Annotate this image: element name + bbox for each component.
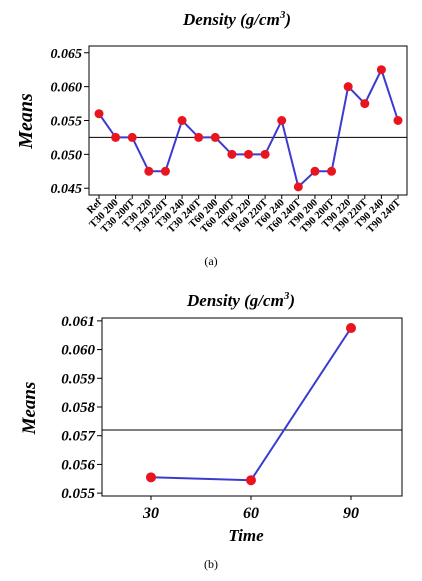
chart-b-y-axis-label: Means (19, 382, 40, 436)
data-point (346, 323, 356, 334)
data-point (343, 82, 353, 92)
data-point (393, 116, 403, 125)
chart-b: Density (g/cm3) Means Time 0.055 0.056 0.0… (19, 290, 403, 571)
data-point (360, 99, 370, 109)
x-tick-label: 60 (243, 505, 259, 522)
data-point (310, 166, 320, 176)
y-tick-label: 0.065 (51, 47, 83, 62)
chart-a: Density (g/cm3) Means 0.045 0.050 0.055 0.0… (15, 9, 408, 268)
chart-b-title: Density (g/cm3) (186, 290, 295, 310)
y-tick-label: 0.061 (61, 314, 95, 330)
x-tick-label: 30 (142, 505, 159, 522)
chart-a-y-axis-label: Means (15, 93, 37, 150)
y-tick-label: 0.050 (51, 148, 83, 163)
y-tick-label: 0.058 (61, 400, 95, 416)
data-point (94, 109, 104, 119)
data-point (277, 116, 287, 125)
series-line (150, 327, 352, 482)
data-point (210, 132, 220, 142)
data-point (146, 472, 156, 483)
chart-a-title: Density (g/cm3) (182, 9, 291, 29)
y-tick-label: 0.056 (61, 457, 95, 473)
data-point (177, 116, 187, 125)
series-line (98, 67, 399, 189)
chart-a-plot-frame (88, 45, 408, 196)
data-point (260, 149, 270, 159)
y-tick-label: 0.060 (61, 343, 95, 359)
data-point (244, 149, 253, 159)
y-tick-label: 0.060 (51, 81, 83, 96)
data-point (127, 132, 137, 142)
data-point (227, 149, 237, 159)
y-tick-label: 0.045 (51, 182, 83, 197)
data-point (246, 475, 256, 486)
chart-b-caption: (b) (204, 557, 218, 571)
chart-b-x-axis-label: Time (228, 526, 264, 545)
data-point (160, 166, 170, 176)
chart-b-plot-frame (101, 317, 403, 497)
data-point (194, 132, 204, 142)
chart-a-caption: (a) (204, 254, 217, 268)
x-tick-label: 90 (343, 505, 359, 522)
y-tick-label: 0.057 (61, 429, 95, 445)
y-tick-label: 0.055 (51, 115, 83, 130)
data-point (376, 65, 386, 75)
y-tick-label: 0.059 (61, 371, 95, 387)
data-point (293, 182, 303, 192)
y-tick-label: 0.055 (61, 486, 95, 502)
data-point (111, 132, 121, 142)
data-point (327, 166, 337, 176)
data-point (144, 166, 154, 176)
